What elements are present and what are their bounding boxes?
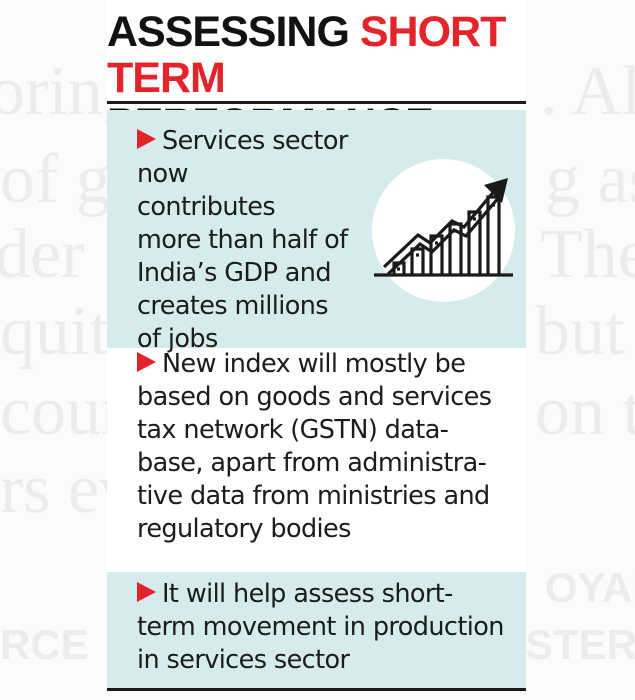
panel-divider bbox=[107, 348, 526, 350]
rising-bar-chart-icon bbox=[374, 178, 513, 277]
headline-line-1: ASSESSING SHORT bbox=[107, 9, 526, 55]
bg-fragment: cour bbox=[0, 373, 125, 450]
red-arrow-icon bbox=[137, 582, 156, 602]
panel-divider bbox=[107, 567, 526, 569]
point-1: Services sector now contributes more tha… bbox=[137, 125, 372, 356]
headline-rule bbox=[107, 101, 526, 104]
bg-fragment: . All bbox=[540, 53, 635, 130]
infographic-card: ASSESSING SHORT TERM PERFORMANCE Service… bbox=[107, 0, 526, 693]
bg-fragment: RCE bbox=[0, 621, 89, 668]
bg-fragment: g as bbox=[545, 141, 635, 218]
bg-fragment: of g bbox=[0, 141, 111, 218]
point-1-text: Services sector now contributes more tha… bbox=[137, 126, 348, 354]
point-2-text: New index will mostly be based on goods … bbox=[137, 349, 492, 544]
point-3-text: It will help assess short- term movement… bbox=[137, 579, 504, 675]
bg-fragment: on t bbox=[535, 373, 635, 450]
bg-fragment: STER bbox=[525, 621, 635, 668]
bg-fragment: The bbox=[540, 216, 635, 293]
point-panel-3 bbox=[107, 572, 526, 688]
red-arrow-icon bbox=[137, 129, 156, 149]
point-3: It will help assess short- term movement… bbox=[137, 578, 526, 677]
bg-fragment: OYAL bbox=[545, 564, 635, 611]
bg-fragment: der bbox=[0, 216, 85, 293]
red-arrow-icon bbox=[137, 352, 156, 372]
point-panel-2 bbox=[107, 353, 526, 567]
bottom-rule bbox=[107, 688, 526, 691]
bg-fragment: but bbox=[535, 293, 625, 370]
headline-word: ASSESSING bbox=[107, 8, 350, 56]
chart-icon-circle bbox=[372, 159, 515, 302]
bg-fragment: quit bbox=[0, 293, 109, 370]
headline-accent-word: SHORT bbox=[359, 8, 506, 56]
point-2: New index will mostly be based on goods … bbox=[137, 348, 526, 546]
headline-accent-word: TERM bbox=[107, 54, 226, 102]
